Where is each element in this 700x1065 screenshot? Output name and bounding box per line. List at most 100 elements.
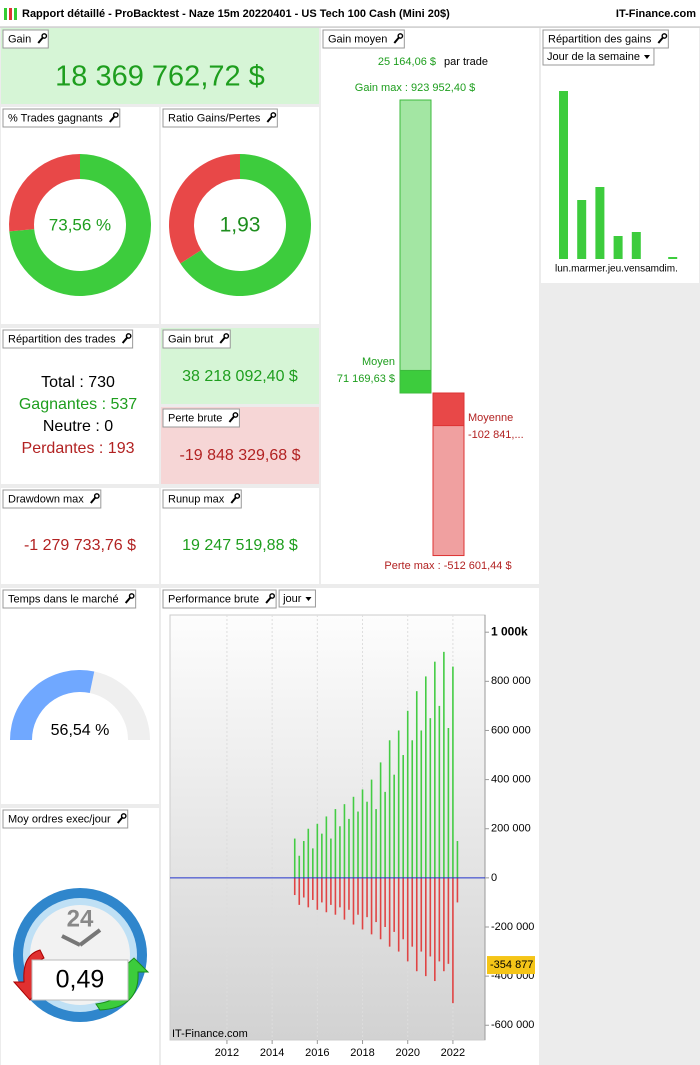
perf-bar	[411, 740, 414, 878]
donut-loss	[168, 154, 240, 264]
perf-bar	[302, 841, 305, 878]
perf-bar	[325, 816, 328, 878]
perf-bar	[379, 762, 382, 878]
dropdown-label: Jour de la semaine	[547, 51, 640, 63]
perf-bar	[447, 877, 450, 964]
wrench-icon[interactable]	[41, 33, 48, 39]
perf-bar	[420, 877, 423, 952]
wrench-icon[interactable]	[93, 493, 100, 499]
panel-header[interactable]	[322, 29, 405, 49]
panel-title: Gain moyen	[328, 33, 387, 45]
value-box	[31, 959, 129, 1001]
wrench-icon[interactable]	[125, 333, 132, 339]
weekday-label: sam	[640, 264, 659, 275]
perf-bar	[388, 877, 391, 947]
dropdown[interactable]	[278, 589, 316, 608]
perf-bar	[357, 877, 359, 915]
panel-header[interactable]	[162, 589, 277, 609]
panel-title: Perte brute	[168, 412, 222, 424]
perf-bar	[452, 666, 454, 878]
wrench-icon[interactable]	[112, 112, 119, 118]
weekday-label: mer.	[588, 264, 607, 275]
orders-value: 0,49	[56, 966, 105, 994]
perf-bar	[302, 877, 305, 898]
perf-bar	[321, 877, 323, 903]
trade-count: Total : 730	[41, 374, 115, 391]
panel-header[interactable]	[2, 329, 134, 349]
perte-brute-value: -19 848 329,68 $	[180, 447, 301, 464]
perf-bar	[348, 818, 350, 878]
perf-bar	[388, 740, 391, 878]
perf-bar	[343, 804, 346, 878]
wrench-icon[interactable]	[234, 493, 241, 499]
perf-bar	[402, 877, 404, 940]
panel-title: Répartition des trades	[8, 333, 116, 345]
clock-hand	[78, 928, 102, 947]
perf-bar	[316, 823, 319, 878]
perf-bar	[429, 718, 432, 878]
weekday-label: lun.	[555, 264, 571, 275]
weekday-bar	[668, 257, 678, 259]
panel-header[interactable]	[2, 108, 121, 128]
panel-title: % Trades gagnants	[8, 112, 103, 124]
x-tick-label: 2012	[215, 1047, 239, 1059]
y-tick-label: 200 000	[491, 823, 531, 835]
app-icon	[4, 8, 7, 20]
donut-label: 1,93	[220, 214, 261, 237]
per-trade: par trade	[444, 56, 488, 68]
wrench-icon[interactable]	[128, 593, 135, 599]
perf-bar	[406, 710, 409, 878]
donut-win	[9, 154, 151, 296]
weekday-bar	[631, 232, 641, 259]
wrench-icon[interactable]	[223, 333, 230, 339]
perf-bar	[312, 848, 314, 878]
perf-bar	[424, 676, 427, 878]
avg-bar	[432, 392, 465, 427]
perf-bar	[397, 730, 400, 878]
perf-bar	[339, 877, 341, 908]
weekday-bar	[595, 187, 605, 259]
avg-label: Moyen	[362, 356, 395, 368]
panel-title: Performance brute	[168, 593, 259, 605]
panel-header[interactable]	[2, 29, 49, 49]
trade-count: Neutre : 0	[43, 418, 113, 435]
panel-header[interactable]	[162, 329, 231, 349]
gauge-fill	[10, 669, 95, 740]
wrench-icon[interactable]	[232, 412, 239, 418]
site-name: IT-Finance.com	[616, 8, 696, 20]
panel-header[interactable]	[2, 809, 129, 829]
perf-bar	[384, 791, 386, 878]
perf-bar	[330, 838, 332, 878]
donut-label: 73,56 %	[49, 215, 111, 234]
wrench-icon[interactable]	[269, 593, 276, 599]
perf-bar	[406, 877, 409, 962]
perf-bar	[370, 877, 373, 935]
panel-header[interactable]	[2, 489, 102, 509]
panel	[1, 588, 159, 804]
wrench-icon[interactable]	[120, 813, 127, 819]
avg-value: -102 841,...	[468, 429, 524, 441]
perf-bar	[402, 755, 404, 878]
weekday-bar	[613, 236, 623, 259]
perte-max: Perte max : -512 601,44 $	[384, 560, 511, 572]
wrench-icon[interactable]	[397, 33, 404, 39]
panel-title: Drawdown max	[8, 493, 84, 505]
wrench-icon[interactable]	[661, 33, 668, 39]
perf-bar	[330, 877, 332, 905]
wrench-icon[interactable]	[270, 112, 277, 118]
perf-bar	[334, 877, 337, 915]
panel-header[interactable]	[162, 408, 240, 428]
x-tick-label: 2018	[350, 1047, 374, 1059]
weekday-label: dim.	[659, 264, 678, 275]
perf-bar	[375, 877, 377, 923]
panel-header[interactable]	[2, 589, 137, 609]
panel-header[interactable]	[162, 489, 242, 509]
window-title: Rapport détaillé - ProBacktest - Naze 15…	[22, 8, 450, 20]
dropdown-arrow	[305, 597, 312, 601]
dropdown[interactable]	[542, 47, 655, 66]
perf-bar	[343, 877, 346, 920]
donut-win	[180, 154, 311, 296]
panel-header[interactable]	[162, 108, 278, 128]
panel-title: Ratio Gains/Pertes	[168, 112, 261, 124]
